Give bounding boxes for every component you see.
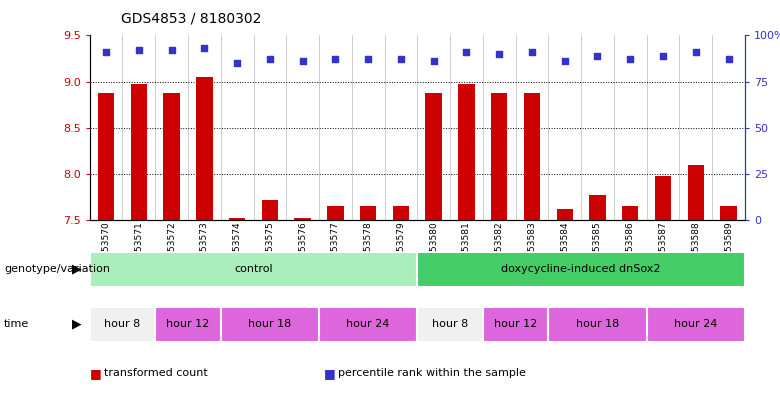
Text: hour 12: hour 12	[166, 319, 210, 329]
Point	[591, 53, 604, 59]
Bar	[392, 206, 409, 220]
Bar	[90, 307, 155, 342]
Text: GDS4853 / 8180302: GDS4853 / 8180302	[121, 12, 261, 26]
Bar	[261, 200, 278, 220]
Text: hour 8: hour 8	[432, 319, 468, 329]
Point	[395, 56, 407, 62]
Bar	[221, 307, 319, 342]
Point	[165, 47, 178, 53]
Point	[133, 47, 145, 53]
Point	[100, 49, 112, 55]
Bar	[294, 218, 310, 220]
Point	[624, 56, 636, 62]
Point	[427, 58, 440, 64]
Text: ▶: ▶	[73, 318, 82, 331]
Text: control: control	[234, 264, 273, 274]
Bar	[556, 209, 573, 220]
Bar	[483, 307, 548, 342]
Text: ■: ■	[90, 367, 101, 380]
Point	[722, 56, 735, 62]
Bar	[229, 218, 245, 220]
Text: hour 24: hour 24	[346, 319, 390, 329]
Bar	[90, 252, 417, 287]
Bar	[163, 93, 179, 220]
Bar	[548, 307, 647, 342]
Bar	[654, 176, 671, 220]
Point	[493, 51, 505, 57]
Text: ■: ■	[324, 367, 335, 380]
Text: transformed count: transformed count	[104, 368, 207, 378]
Point	[690, 49, 702, 55]
Text: hour 24: hour 24	[674, 319, 718, 329]
Text: ▶: ▶	[73, 263, 82, 276]
Bar	[523, 93, 540, 220]
Text: percentile rank within the sample: percentile rank within the sample	[338, 368, 526, 378]
Point	[526, 49, 538, 55]
Point	[657, 53, 669, 59]
Point	[329, 56, 342, 62]
Text: hour 8: hour 8	[105, 319, 140, 329]
Point	[296, 58, 309, 64]
Text: time: time	[4, 319, 29, 329]
Bar	[417, 307, 483, 342]
Point	[460, 49, 473, 55]
Bar	[417, 252, 745, 287]
Bar	[425, 93, 441, 220]
Text: hour 12: hour 12	[494, 319, 537, 329]
Text: hour 18: hour 18	[248, 319, 292, 329]
Point	[362, 56, 374, 62]
Bar	[98, 93, 114, 220]
Bar	[720, 206, 736, 220]
Point	[558, 58, 571, 64]
Bar	[130, 84, 147, 220]
Text: hour 18: hour 18	[576, 319, 619, 329]
Text: doxycycline-induced dnSox2: doxycycline-induced dnSox2	[502, 264, 661, 274]
Point	[198, 45, 211, 51]
Bar	[491, 93, 507, 220]
Bar	[196, 77, 212, 220]
Bar	[647, 307, 745, 342]
Point	[264, 56, 276, 62]
Point	[231, 60, 243, 66]
Bar	[622, 206, 638, 220]
Bar	[319, 307, 417, 342]
Bar	[687, 165, 704, 220]
Bar	[155, 307, 221, 342]
Bar	[360, 206, 376, 220]
Bar	[458, 84, 474, 220]
Bar	[327, 206, 343, 220]
Bar	[589, 195, 605, 220]
Text: genotype/variation: genotype/variation	[4, 264, 110, 274]
